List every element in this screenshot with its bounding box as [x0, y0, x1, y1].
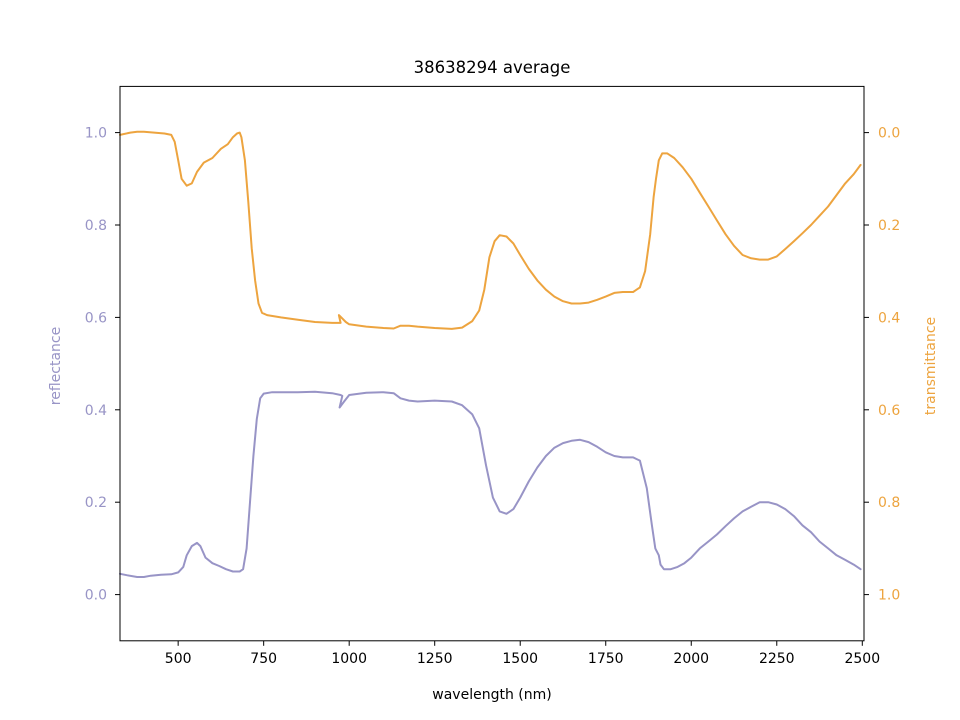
- plot-lines: [119, 130, 862, 578]
- left-tick-label: 0.2: [85, 495, 107, 511]
- left-tick-label: 0.6: [85, 310, 107, 326]
- x-tick-label: 2000: [673, 651, 709, 667]
- right-tick-label: 1.0: [878, 588, 900, 604]
- x-axis-ticks: 500 750 1000 1250 1500 1750 2000 2250 2500: [165, 640, 880, 667]
- right-tick-label: 0.4: [878, 310, 900, 326]
- chart-title: 38638294 average: [414, 58, 571, 77]
- x-tick-label: 500: [165, 651, 192, 667]
- left-axis-label: reflectance: [48, 327, 64, 405]
- transmittance-series-line: [119, 130, 862, 330]
- right-axis-ticks: 0.0 0.2 0.4 0.6 0.8 1.0: [864, 126, 900, 604]
- plot-frame: [119, 85, 865, 642]
- right-tick-label: 0.0: [878, 126, 900, 142]
- left-tick-label: 1.0: [85, 126, 107, 142]
- right-axis-label: transmittance: [923, 317, 939, 415]
- left-tick-label: 0.0: [85, 588, 107, 604]
- right-tick-label: 0.8: [878, 495, 900, 511]
- left-tick-label: 0.8: [85, 218, 107, 234]
- reflectance-series-line: [119, 390, 862, 578]
- x-tick-label: 750: [250, 651, 277, 667]
- right-tick-label: 0.2: [878, 218, 900, 234]
- left-axis-ticks: 0.0 0.2 0.4 0.6 0.8 1.0: [85, 126, 120, 604]
- x-axis-label: wavelength (nm): [432, 687, 551, 703]
- x-tick-label: 1250: [417, 651, 453, 667]
- left-tick-label: 0.4: [85, 403, 107, 419]
- right-tick-label: 0.6: [878, 403, 900, 419]
- x-tick-label: 2250: [759, 651, 795, 667]
- x-tick-label: 1000: [331, 651, 367, 667]
- x-tick-label: 2500: [844, 651, 880, 667]
- x-tick-label: 1750: [588, 651, 624, 667]
- x-tick-label: 1500: [502, 651, 538, 667]
